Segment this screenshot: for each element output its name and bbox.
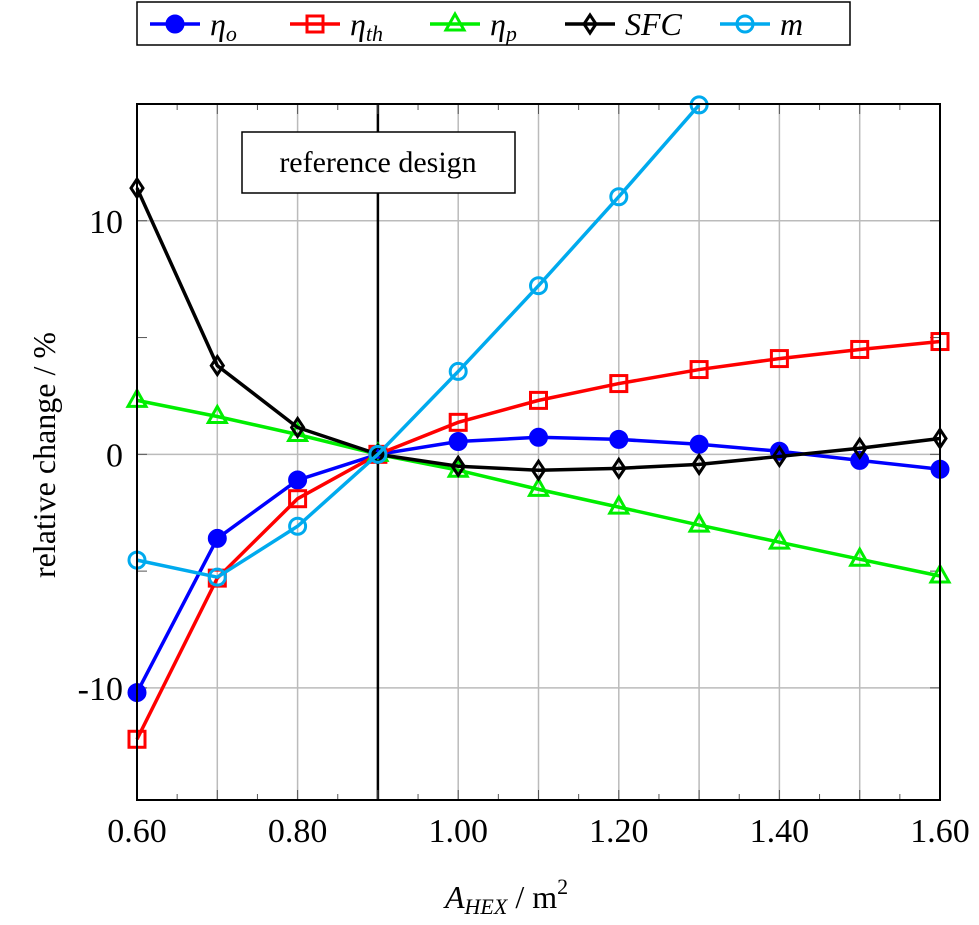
data-point: [529, 390, 548, 410]
x-label-main: A: [443, 879, 465, 915]
data-point: [207, 528, 227, 548]
data-point: [289, 415, 306, 440]
legend-label: SFC: [625, 6, 683, 42]
data-point: [850, 450, 870, 470]
data-point: [691, 452, 707, 477]
data-point: [288, 470, 308, 490]
data-point: [207, 567, 227, 587]
data-point: [767, 529, 791, 550]
data-point: [687, 512, 711, 533]
data-point: [288, 489, 308, 509]
data-point: [209, 353, 226, 378]
series-line: [135, 339, 941, 741]
data-point: [448, 431, 468, 451]
data-point: [448, 412, 468, 432]
y-tick-label: 10: [89, 204, 123, 241]
data-point: [368, 444, 388, 464]
legend-label-main: η: [350, 6, 366, 42]
x-tick-label: 1.40: [750, 813, 810, 850]
reference-annotation: reference design: [241, 131, 516, 194]
data-point: [205, 403, 229, 424]
data-point: [607, 494, 631, 515]
y-tick-label: -10: [78, 671, 123, 708]
x-label-sup: 2: [557, 874, 568, 899]
x-tick-label: 1.60: [910, 813, 970, 850]
data-point: [689, 360, 709, 380]
data-point: [448, 361, 468, 381]
x-tick-label: 1.00: [428, 813, 488, 850]
series-line: [136, 398, 941, 578]
data-point: [526, 476, 551, 497]
legend-label: ηth: [350, 6, 383, 46]
data-point: [288, 516, 308, 536]
data-point: [610, 456, 627, 481]
legend: ηo ηth ηp SFC m: [136, 1, 851, 46]
data-point: [165, 14, 185, 34]
legend-label-main: η: [210, 6, 226, 42]
data-point: [735, 14, 755, 34]
data-point: [529, 276, 548, 296]
data-point: [609, 429, 629, 449]
series-layer: [125, 95, 952, 749]
series-line: [136, 103, 701, 580]
legend-label-main: η: [490, 6, 506, 42]
x-tick-label: 0.60: [107, 813, 167, 850]
x-tick-label: 1.20: [589, 813, 649, 850]
legend-label: ηo: [210, 6, 237, 46]
legend-label-sub: p: [504, 21, 517, 46]
data-point: [286, 421, 310, 442]
x-tick-label: 0.80: [268, 813, 328, 850]
data-point: [850, 339, 870, 359]
legend-label-sub: o: [226, 21, 237, 46]
data-point: [305, 14, 325, 34]
data-point: [609, 374, 629, 394]
data-point: [582, 12, 598, 36]
data-point: [609, 187, 629, 207]
x-label-unit: / m: [507, 879, 557, 915]
legend-label-sub: th: [366, 21, 383, 46]
x-axis-label: AHEX / m2: [443, 874, 568, 919]
legend-label-main: SFC: [625, 6, 683, 42]
data-point: [530, 458, 547, 482]
y-tick-label: 0: [106, 437, 123, 474]
legend-label-main: m: [780, 6, 803, 42]
data-point: [851, 436, 868, 460]
plot-frame: [136, 103, 941, 801]
tick-labels: 0.60 0.80 1.00 1.20 1.40 1.60 -10 0 10: [78, 204, 970, 850]
data-point: [443, 10, 467, 32]
reference-label: reference design: [279, 146, 476, 179]
legend-label: m: [780, 6, 803, 42]
data-point: [771, 444, 788, 469]
reference-label-box: [241, 131, 516, 194]
data-point: [450, 454, 467, 478]
data-point: [689, 434, 709, 454]
data-point: [848, 546, 872, 567]
series-line: [135, 187, 941, 472]
legend-label: ηp: [490, 6, 517, 46]
data-point: [529, 427, 548, 447]
data-point: [769, 349, 789, 369]
x-label-sub: HEX: [464, 894, 509, 919]
y-axis-label: relative change / %: [26, 332, 62, 578]
